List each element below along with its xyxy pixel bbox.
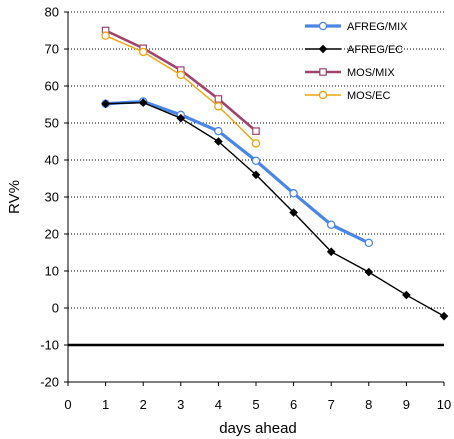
y-tick-label-4: 20 [45,227,59,242]
series-3-point-3 [214,102,223,111]
series-group [101,26,449,321]
series-3 [101,31,261,148]
y-tick-label-3: 10 [45,264,59,279]
series-1-point-9 [439,311,449,321]
series-3-point-2 [176,70,186,80]
series-1-point-5 [289,208,298,217]
series-0 [101,97,374,248]
series-1-point-0 [101,99,110,109]
legend-label-1: AFREG/EC [347,44,403,56]
x-tick-label-8: 8 [365,397,372,412]
series-1-point-3 [214,137,223,146]
x-tick-label-4: 4 [215,397,222,412]
legend-item-1: AFREG/EC [305,44,403,56]
series-3-point-1 [138,47,148,57]
x-tick-label-5: 5 [252,397,259,412]
legend-item-0: AFREG/MIX [305,21,408,33]
series-1-point-4 [251,170,261,180]
x-tick-label-10: 10 [437,397,451,412]
legend-swatch-marker-2 [319,68,327,76]
y-tick-label-2: 0 [52,301,59,316]
legend-label-0: AFREG/MIX [347,21,408,33]
legend-item-3: MOS/EC [305,90,390,102]
legend: AFREG/MIX AFREG/EC MOS/MIX MOS/EC [305,21,408,102]
x-tick-label-0: 0 [64,397,71,412]
legend-label-2: MOS/MIX [347,67,395,79]
series-line-1 [105,101,445,317]
series-line-3 [105,35,257,144]
series-0-point-5 [289,189,298,198]
series-1-point-2 [176,113,186,123]
x-tick-label-7: 7 [328,397,335,412]
x-axis-label: days ahead [219,420,297,437]
y-tick-label-8: 60 [45,79,59,94]
y-tick-label-1: -10 [40,338,59,353]
axes: -20 -10 0 10 20 30 40 50 60 70 80 0 1 2 3 4 5 6 7 8 9 10 [40,5,451,413]
series-1-point-6 [326,247,336,257]
legend-item-2: MOS/MIX [305,67,395,79]
x-tick-label-2: 2 [140,397,147,412]
x-tick-label-3: 3 [177,397,184,412]
series-1-point-8 [402,290,411,300]
legend-swatch-marker-1 [318,44,328,54]
series-0-point-7 [364,238,374,248]
legend-label-3: MOS/EC [347,90,390,102]
series-1-point-7 [364,267,374,277]
legend-swatch-marker-3 [318,90,328,100]
y-tick-label-0: -20 [40,375,59,390]
series-3-point-0 [101,31,110,40]
series-line-0 [105,99,370,245]
y-tick-label-7: 50 [45,116,59,131]
y-tick-label-10: 80 [45,5,59,20]
y-tick-label-5: 30 [45,190,59,205]
y-axis-label: RV% [6,180,23,214]
series-2-point-3 [214,95,223,103]
series-1-point-1 [138,98,148,107]
series-0-point-3 [214,126,223,136]
x-tick-label-6: 6 [290,397,297,412]
series-0-point-6 [326,220,336,229]
series-0-point-4 [251,156,261,165]
y-tick-label-9: 70 [45,42,59,57]
series-2-point-4 [252,127,260,135]
y-tick-label-6: 40 [45,153,59,168]
x-tick-label-9: 9 [403,397,410,412]
series-3-point-4 [251,139,261,148]
x-tick-label-1: 1 [102,397,109,412]
legend-swatch-marker-0 [318,21,328,31]
series-1 [101,98,449,321]
